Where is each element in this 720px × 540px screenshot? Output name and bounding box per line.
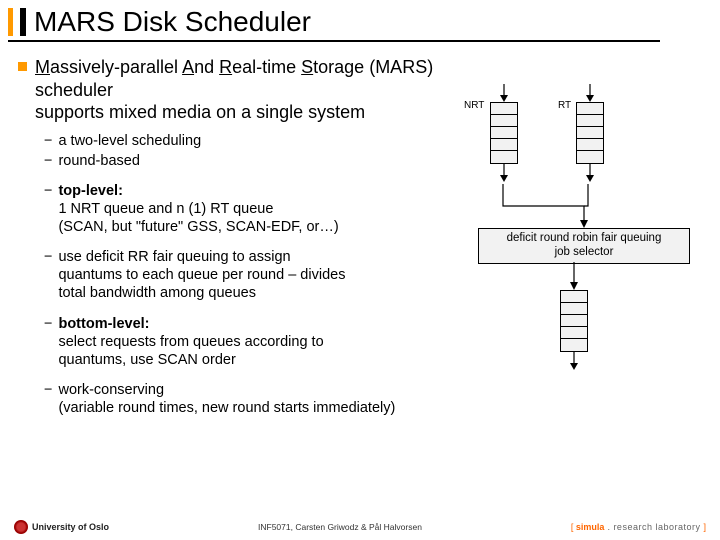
u-R: R	[219, 57, 232, 77]
drr-box: deficit round robin fair queuing job sel…	[478, 228, 690, 264]
dash-icon: −	[44, 182, 52, 200]
sub-text-4: use deficit RR fair queuing to assign qu…	[58, 248, 354, 302]
footer-right: [ simula . research laboratory ]	[571, 522, 706, 532]
drr-line1: deficit round robin fair queuing	[507, 232, 662, 244]
sub-item-2: − round-based	[44, 152, 472, 170]
sub-bullet-list: − a two-level scheduling − round-based −…	[44, 132, 472, 418]
bottom-queue	[560, 290, 588, 370]
slide-title: MARS Disk Scheduler	[34, 6, 311, 38]
nrt-queue: NRT	[490, 84, 518, 182]
rt-label: RT	[558, 100, 571, 111]
arrow-down-icon	[497, 84, 511, 102]
rt-cells	[576, 102, 604, 164]
dash-icon: −	[44, 152, 52, 170]
top-queues: NRT RT	[490, 84, 604, 182]
uio-seal-icon	[14, 520, 28, 534]
drr-line2: job selector	[555, 246, 614, 258]
square-bullet-icon	[18, 62, 27, 71]
uio-text: University of Oslo	[32, 522, 109, 532]
nrt-label: NRT	[464, 100, 484, 111]
arrow-down-icon	[583, 164, 597, 182]
sub-item-1: − a two-level scheduling	[44, 132, 472, 150]
sub-text-2: round-based	[58, 152, 139, 170]
bottom-cells	[560, 290, 588, 352]
sub-item-6: − work-conserving (variable round times,…	[44, 381, 472, 417]
arrow-down-icon	[583, 84, 597, 102]
arrow-down-icon	[567, 262, 587, 292]
footer: University of Oslo INF5071, Carsten Griw…	[0, 520, 720, 534]
footer-left: University of Oslo	[14, 520, 109, 534]
sub-item-5: − bottom-level: select requests from que…	[44, 315, 364, 369]
dash-icon: −	[44, 381, 52, 399]
arrow-down-icon	[497, 164, 511, 182]
arrow-down-icon	[567, 352, 581, 370]
title-accent	[8, 8, 26, 36]
diagram: NRT RT deficit round robin fair	[472, 56, 702, 429]
merge-connector	[472, 184, 692, 230]
footer-center: INF5071, Carsten Griwodz & Pål Halvorsen	[258, 522, 422, 532]
main-text: Massively-parallel And Real-time Storage…	[35, 56, 472, 124]
sub-item-4: − use deficit RR fair queuing to assign …	[44, 248, 354, 302]
u-A: A	[182, 57, 194, 77]
content-area: Massively-parallel And Real-time Storage…	[0, 42, 720, 429]
dash-icon: −	[44, 248, 52, 266]
main-bullet: Massively-parallel And Real-time Storage…	[18, 56, 472, 124]
title-bar: MARS Disk Scheduler	[0, 0, 720, 40]
u-M: M	[35, 57, 50, 77]
sub-text-5: bottom-level: select requests from queue…	[58, 315, 364, 369]
sub-text-1: a two-level scheduling	[58, 132, 201, 150]
sub-item-3: − top-level: 1 NRT queue and n (1) RT qu…	[44, 182, 364, 236]
sub-text-3: top-level: 1 NRT queue and n (1) RT queu…	[58, 182, 338, 236]
nrt-cells	[490, 102, 518, 164]
text-column: Massively-parallel And Real-time Storage…	[18, 56, 472, 429]
dash-icon: −	[44, 132, 52, 150]
sub-text-6: work-conserving (variable round times, n…	[58, 381, 395, 417]
rt-queue: RT	[576, 84, 604, 182]
dash-icon: −	[44, 315, 52, 333]
u-S: S	[301, 57, 313, 77]
